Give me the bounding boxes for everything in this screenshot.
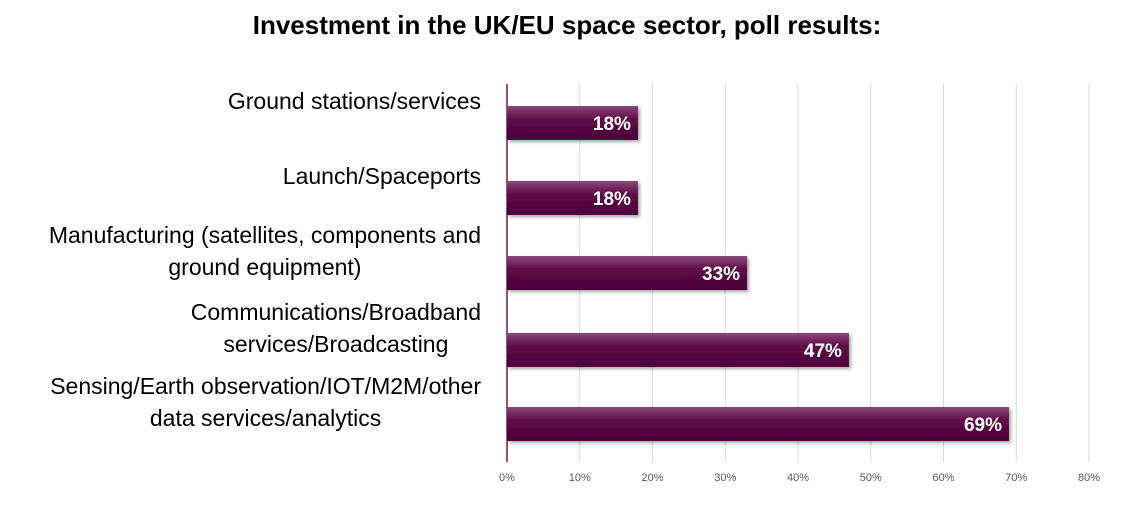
category-label: Sensing/Earth observation/IOT/M2M/other: [50, 373, 481, 399]
data-label: 69%: [964, 415, 1002, 436]
category-label: services/Broadcasting: [223, 331, 448, 357]
data-label: 33%: [702, 264, 740, 285]
category-label: ground equipment): [168, 254, 361, 280]
category-label: Launch/Spaceports: [283, 163, 481, 189]
x-tick-label: 70%: [1005, 472, 1027, 484]
category-label: Ground stations/services: [228, 88, 481, 114]
bar: [507, 106, 638, 140]
bar: [507, 407, 1009, 441]
x-tick-label: 60%: [932, 472, 954, 484]
data-label: 18%: [593, 189, 631, 210]
category-label: Manufacturing (satellites, components an…: [49, 222, 481, 248]
bar: [507, 333, 849, 367]
data-label: 47%: [804, 341, 842, 362]
bar: [507, 181, 638, 215]
x-tick-label: 80%: [1078, 472, 1100, 484]
data-label: 18%: [593, 114, 631, 135]
category-label: data services/analytics: [150, 405, 381, 431]
chart-title: Investment in the UK/EU space sector, po…: [252, 10, 882, 40]
x-tick-label: 20%: [641, 472, 663, 484]
x-tick-label: 10%: [569, 472, 591, 484]
x-tick-label: 40%: [787, 472, 809, 484]
bar: [507, 256, 748, 290]
x-tick-label: 50%: [860, 472, 882, 484]
x-tick-label: 30%: [714, 472, 736, 484]
category-label: Communications/Broadband: [191, 299, 481, 325]
x-tick-label: 0%: [499, 472, 515, 484]
